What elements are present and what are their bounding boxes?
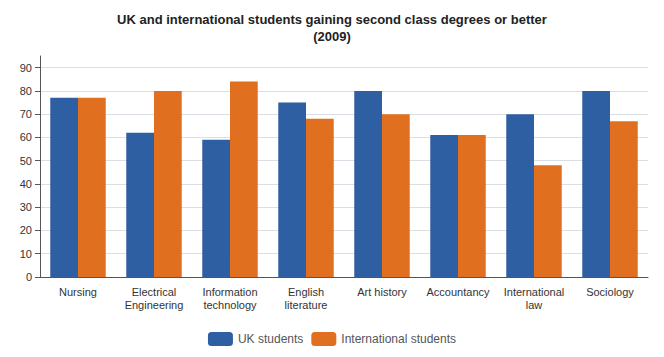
- svg-text:Accountancy: Accountancy: [427, 286, 490, 298]
- svg-text:(2009): (2009): [313, 29, 351, 44]
- svg-text:70: 70: [20, 108, 32, 120]
- svg-text:80: 80: [20, 85, 32, 97]
- svg-text:30: 30: [20, 201, 32, 213]
- svg-text:60: 60: [20, 131, 32, 143]
- svg-text:Nursing: Nursing: [59, 286, 97, 298]
- svg-text:Electrical: Electrical: [132, 286, 177, 298]
- svg-text:40: 40: [20, 178, 32, 190]
- svg-text:Engineering: Engineering: [125, 299, 184, 311]
- svg-text:10: 10: [20, 248, 32, 260]
- svg-text:UK and international students: UK and international students gaining se…: [117, 12, 547, 27]
- svg-text:technology: technology: [203, 299, 257, 311]
- svg-text:International: International: [504, 286, 565, 298]
- svg-text:20: 20: [20, 224, 32, 236]
- svg-text:Information: Information: [202, 286, 257, 298]
- svg-text:law: law: [526, 299, 543, 311]
- svg-text:English: English: [288, 286, 324, 298]
- svg-text:50: 50: [20, 155, 32, 167]
- svg-text:UK students: UK students: [238, 332, 303, 346]
- svg-text:International students: International students: [341, 332, 456, 346]
- svg-text:0: 0: [26, 271, 32, 283]
- svg-text:Sociology: Sociology: [586, 286, 634, 298]
- svg-text:Art history: Art history: [357, 286, 407, 298]
- svg-text:90: 90: [20, 62, 32, 74]
- svg-text:literature: literature: [285, 299, 328, 311]
